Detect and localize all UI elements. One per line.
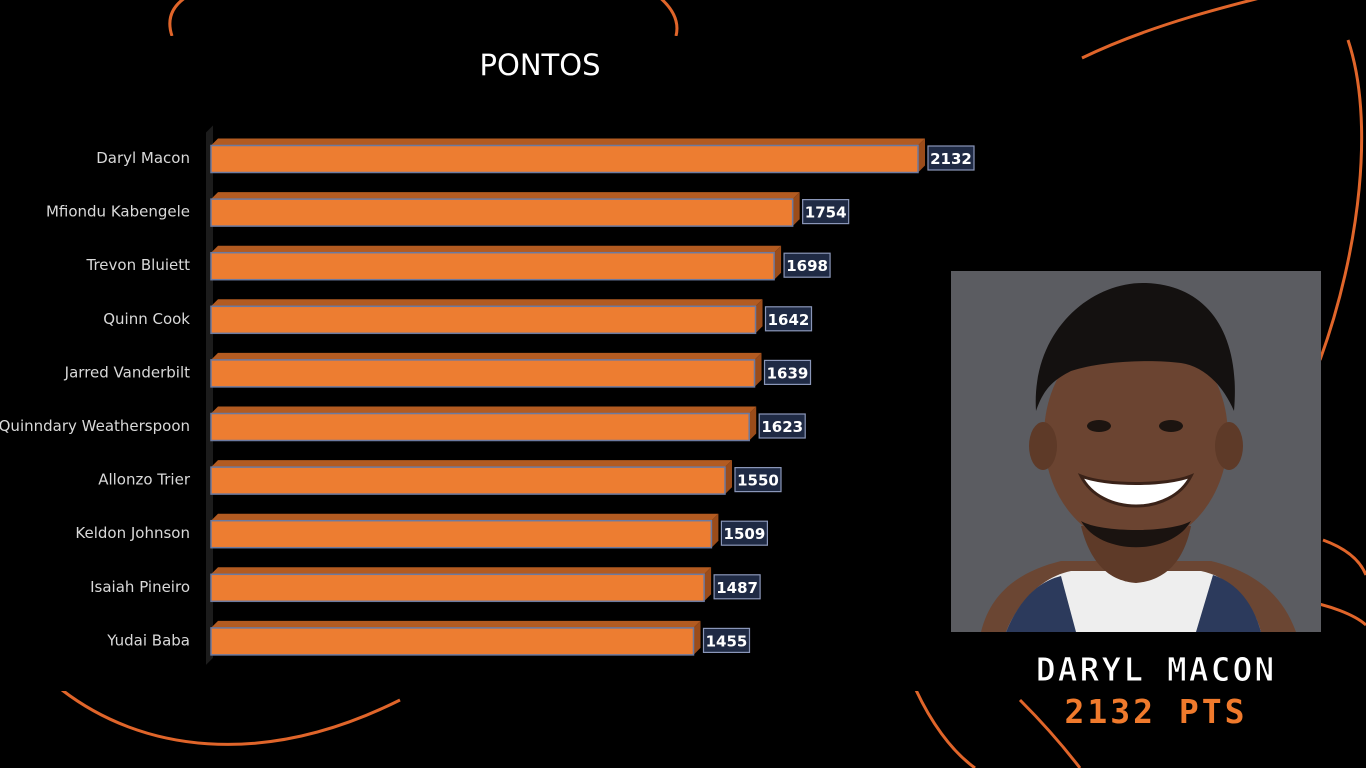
bar-side-face <box>693 620 701 655</box>
data-label: 1509 <box>724 525 766 543</box>
bar-side-face <box>792 192 800 227</box>
category-label: Keldon Johnson <box>75 524 190 542</box>
category-label: Quinndary Weatherspoon <box>0 417 190 435</box>
data-label-box <box>763 359 812 385</box>
bar-top-face <box>211 567 712 575</box>
data-label-box <box>713 574 761 600</box>
category-label: Quinn Cook <box>103 310 190 328</box>
category-label: Yudai Baba <box>106 631 190 649</box>
data-label: 1754 <box>805 204 847 222</box>
highlight-player-name: DARYL MACON <box>1035 650 1277 690</box>
data-label: 2132 <box>930 150 972 168</box>
data-label: 1623 <box>761 418 803 436</box>
category-label: Daryl Macon <box>96 149 190 167</box>
category-label: Trevon Bluiett <box>86 256 191 274</box>
bar-side-face <box>711 513 719 548</box>
bar-side-face <box>704 567 712 602</box>
bar-top-face <box>211 406 757 414</box>
bar <box>210 305 757 335</box>
bar-top-face <box>211 245 782 253</box>
bar <box>210 359 756 388</box>
bar-side-face <box>749 406 757 441</box>
category-label: Allonzo Trier <box>98 471 191 489</box>
bar-top-face <box>211 513 719 521</box>
data-label-box <box>764 306 813 332</box>
bar-side-face <box>918 138 925 173</box>
category-label: Jarred Vanderbilt <box>64 363 190 381</box>
data-label-box <box>802 199 850 225</box>
bar <box>210 627 695 656</box>
bar <box>210 251 775 281</box>
player-portrait-illustration <box>951 271 1321 632</box>
bar-side-face <box>755 299 763 334</box>
data-label-box <box>927 145 975 171</box>
bar-chart: Daryl Macon 2132 Mfiondu Kabengele 1754 Trev… <box>0 125 975 665</box>
bar <box>210 519 713 549</box>
bar <box>210 573 705 603</box>
bar-side-face <box>754 352 762 387</box>
data-label: 1642 <box>768 311 810 329</box>
data-label: 1550 <box>737 472 779 490</box>
bar-side-face <box>725 460 733 495</box>
bar-top-face <box>211 299 763 307</box>
bar-top-face <box>211 138 925 146</box>
data-label-box <box>702 627 751 654</box>
category-label: Isaiah Pineiro <box>90 578 190 596</box>
bar-top-face <box>211 620 701 628</box>
highlight-player-points: 2132 PTS <box>1064 692 1248 731</box>
bar <box>210 198 794 227</box>
data-label: 1698 <box>786 257 828 275</box>
bar-side-face <box>774 245 782 280</box>
data-label-box <box>720 520 769 546</box>
data-label: 1639 <box>767 364 809 382</box>
data-label-box <box>734 467 782 493</box>
data-label-box <box>783 252 831 278</box>
bar <box>210 412 750 442</box>
bar-top-face <box>211 352 762 360</box>
bar <box>210 144 919 174</box>
bar-top-face <box>211 460 733 468</box>
data-label: 1487 <box>716 579 758 597</box>
data-label-box <box>758 413 806 439</box>
bar-top-face <box>211 192 800 200</box>
data-label: 1455 <box>706 632 748 650</box>
category-label: Mfiondu Kabengele <box>46 203 190 221</box>
bar <box>210 466 726 495</box>
chart-title: PONTOS <box>479 48 601 82</box>
player-photo <box>951 271 1321 632</box>
